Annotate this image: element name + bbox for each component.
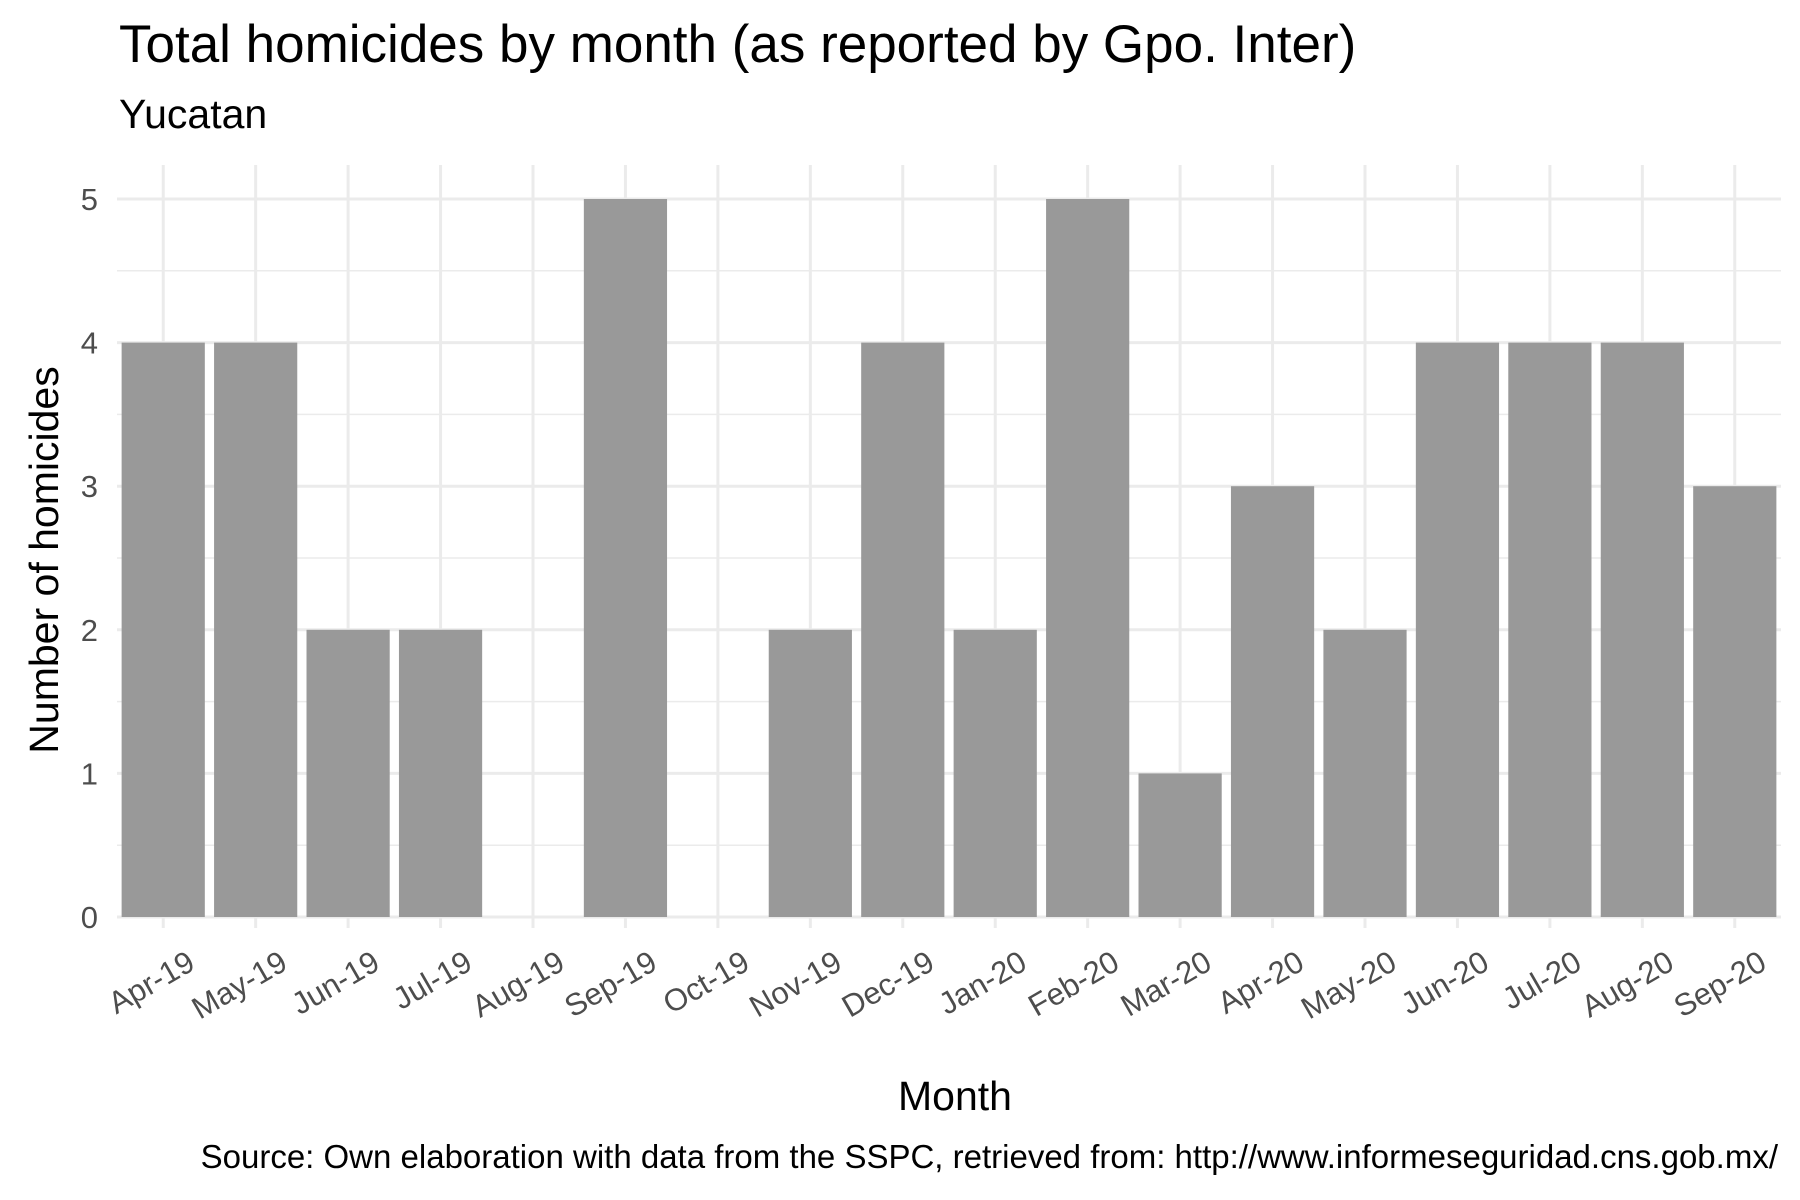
y-axis-title: Number of homicides bbox=[21, 366, 67, 753]
bar-jan-20 bbox=[953, 629, 1037, 917]
chart-caption: Source: Own elaboration with data from t… bbox=[200, 1138, 1778, 1175]
bar-jul-20 bbox=[1508, 342, 1592, 918]
y-tick-label: 2 bbox=[81, 613, 98, 648]
x-tick-label: Sep-19 bbox=[558, 944, 662, 1024]
chart-subtitle: Yucatan bbox=[119, 91, 268, 137]
x-tick-label: Jul-19 bbox=[387, 944, 478, 1017]
x-tick-label: Sep-20 bbox=[1668, 944, 1772, 1024]
x-tick-label: Dec-19 bbox=[836, 944, 940, 1024]
y-tick-label: 5 bbox=[81, 182, 98, 217]
bar-may-20 bbox=[1323, 629, 1407, 917]
bar-mar-20 bbox=[1138, 773, 1222, 917]
x-tick-label: Aug-20 bbox=[1575, 944, 1679, 1024]
x-tick-label: May-19 bbox=[186, 944, 293, 1026]
x-tick-label: Oct-19 bbox=[657, 944, 755, 1021]
x-tick-label: Jun-20 bbox=[1395, 944, 1495, 1022]
bar-jul-19 bbox=[398, 629, 483, 917]
bar-sep-20 bbox=[1693, 486, 1777, 917]
bar-apr-19 bbox=[121, 342, 205, 918]
x-tick-label: Aug-19 bbox=[466, 944, 570, 1024]
x-axis-title: Month bbox=[898, 1073, 1012, 1119]
x-tick-label: Mar-20 bbox=[1115, 944, 1218, 1023]
bar-nov-19 bbox=[768, 629, 852, 917]
bar-jun-19 bbox=[306, 629, 390, 917]
bar-apr-20 bbox=[1230, 486, 1315, 917]
bars bbox=[121, 199, 1777, 918]
x-tick-label: Feb-20 bbox=[1022, 944, 1125, 1023]
bar-dec-19 bbox=[861, 342, 945, 918]
bar-feb-20 bbox=[1046, 199, 1130, 917]
y-axis-ticks: 0 1 2 3 4 5 bbox=[81, 182, 98, 935]
x-tick-label: Jun-19 bbox=[286, 944, 386, 1022]
y-tick-label: 3 bbox=[81, 469, 98, 504]
x-tick-label: May-20 bbox=[1295, 944, 1402, 1026]
bar-may-19 bbox=[214, 342, 298, 918]
bar-sep-19 bbox=[583, 199, 668, 917]
x-tick-label: Apr-19 bbox=[102, 944, 200, 1021]
chart-title: Total homicides by month (as reported by… bbox=[119, 15, 1357, 74]
y-tick-label: 0 bbox=[81, 900, 98, 935]
y-tick-label: 4 bbox=[81, 326, 98, 361]
bar-aug-20 bbox=[1600, 342, 1684, 918]
x-tick-label: Jul-20 bbox=[1496, 944, 1587, 1017]
x-tick-label: Apr-20 bbox=[1212, 944, 1310, 1021]
y-tick-label: 1 bbox=[81, 756, 98, 791]
x-tick-label: Nov-19 bbox=[743, 944, 847, 1024]
x-tick-label: Jan-20 bbox=[933, 944, 1033, 1022]
bar-jun-20 bbox=[1415, 342, 1500, 918]
